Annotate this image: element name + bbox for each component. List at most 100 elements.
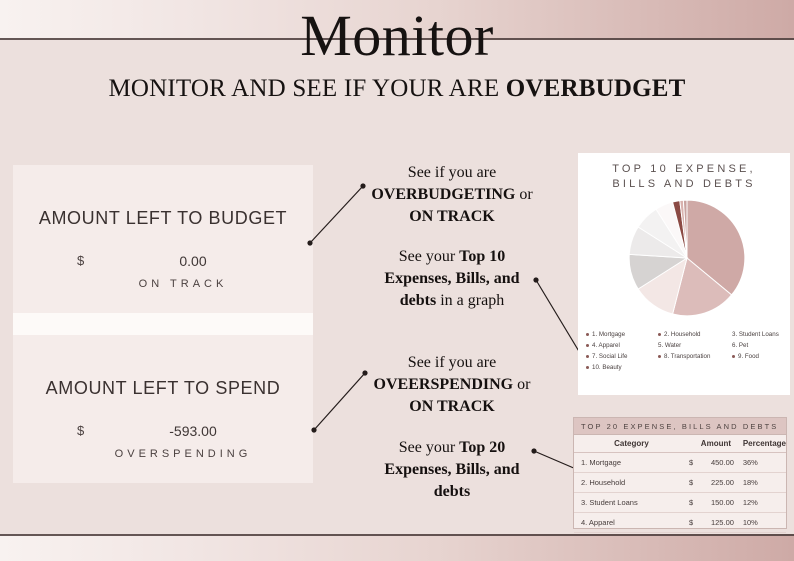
cell-category: 4. Apparel (574, 512, 689, 533)
legend-label-4: 4. Apparel (592, 342, 620, 349)
legend-label-5: 5. Water (658, 342, 682, 349)
note-4-line2-bold: Expenses, Bills, and (384, 461, 520, 478)
card-separator (13, 313, 313, 335)
pie-slice-2 (672, 257, 733, 317)
expense-table: Category Amount Percentage 1. Mortgage $4… (574, 435, 786, 533)
cell-amount: $450.00 (688, 452, 743, 473)
note-2-line3-bold: debts (399, 292, 437, 309)
page-title: Monitor (300, 3, 494, 68)
note-1-line2-bold: OVERBUDGETING (371, 186, 516, 203)
note-2-line3-plain: in a graph (436, 292, 505, 309)
legend-item-7: 7. Social Life (586, 351, 658, 362)
status-badge-spend: OVERSPENDING (114, 448, 252, 460)
pie-svg (628, 199, 746, 317)
note-1-line2-plain: or (515, 186, 533, 203)
cell-amount: $125.00 (688, 512, 743, 533)
card-title-spend: AMOUNT LEFT TO SPEND (45, 378, 281, 398)
legend-item-8: 8. Transportation (658, 351, 732, 362)
pie-chart-title: TOP 10 EXPENSE, BILLS AND DEBTS (578, 162, 790, 192)
legend-item-10: 10. Beauty (586, 362, 658, 373)
cell-percentage: 12% (742, 492, 786, 513)
legend-item-1: 1. Mortgage (586, 329, 658, 340)
pie-slice-10 (682, 199, 688, 259)
legend-label-1: 1. Mortgage (592, 331, 626, 338)
legend-bullet-icon (586, 344, 589, 347)
legend-item-3: 3. Student Loans (732, 329, 786, 340)
legend-item-9: 9. Food (732, 351, 786, 362)
cell-category: 3. Student Loans (574, 492, 689, 513)
note-3-line1: See if you are (407, 354, 497, 371)
legend-bullet-icon (658, 333, 661, 336)
note-1-line1: See if you are (407, 164, 497, 181)
cell-category: 1. Mortgage (574, 452, 689, 473)
pie-slice-1 (686, 199, 746, 296)
note-4-line3-bold: debts (433, 483, 471, 500)
table-row: 3. Student Loans $150.00 12% (574, 492, 786, 513)
pie-title-line2: BILLS AND DEBTS (612, 178, 756, 190)
legend-bullet-icon (586, 366, 589, 369)
cell-percentage: 10% (742, 512, 786, 533)
pie-chart-legend: 1. Mortgage 2. Household 3. Student Loan… (586, 329, 786, 373)
subtitle-plain: MONITOR AND SEE IF YOUR ARE (108, 75, 506, 102)
legend-label-3: 3. Student Loans (732, 331, 779, 338)
legend-bullet-icon (658, 355, 661, 358)
note-4-line1-bold: Top 20 (459, 439, 506, 456)
cell-percentage: 36% (742, 452, 786, 473)
legend-row: 7. Social Life 8. Transportation 9. Food (586, 351, 786, 362)
legend-item-4: 4. Apparel (586, 340, 658, 351)
page-subtitle: MONITOR AND SEE IF YOUR ARE OVERBUDGET (0, 75, 794, 103)
cell-percentage: 18% (742, 472, 786, 493)
amount-value-spend: -593.00 (169, 423, 217, 439)
cell-category: 2. Household (574, 472, 689, 493)
amount-left-to-spend-card: AMOUNT LEFT TO SPEND $ -593.00 OVERSPEND… (13, 335, 313, 483)
annotation-top-20-table: See your Top 20 Expenses, Bills, and deb… (352, 437, 552, 503)
legend-label-2: 2. Household (664, 331, 701, 338)
status-badge-budget: ON TRACK (138, 278, 228, 290)
table-title: TOP 20 EXPENSE, BILLS AND DEBTS (574, 418, 786, 435)
card-title-budget: AMOUNT LEFT TO BUDGET (38, 208, 288, 228)
annotation-top-10-graph: See your Top 10 Expenses, Bills, and deb… (352, 246, 552, 312)
amount-left-to-budget-card: AMOUNT LEFT TO BUDGET $ 0.00 ON TRACK (13, 165, 313, 313)
top-decorative-band (0, 0, 794, 38)
note-3-line2-plain: or (513, 376, 531, 393)
legend-row: 1. Mortgage 2. Household 3. Student Loan… (586, 329, 786, 340)
note-3-line3-bold: ON TRACK (409, 398, 495, 415)
annotation-overspending: See if you are OVEERSPENDING or ON TRACK (352, 352, 552, 418)
legend-bullet-icon (732, 355, 735, 358)
legend-bullet-icon (586, 333, 589, 336)
table-header-row: Category Amount Percentage (574, 435, 786, 453)
legend-item-2: 2. Household (658, 329, 732, 340)
table-body: 1. Mortgage $450.00 36% 2. Household $225.00… (574, 452, 786, 533)
column-header-percentage: Percentage (742, 435, 786, 453)
legend-row: 10. Beauty (586, 362, 786, 373)
amount-value-budget: 0.00 (179, 253, 207, 269)
column-header-amount: Amount (688, 435, 743, 453)
legend-label-9: 9. Food (738, 353, 759, 360)
column-header-category: Category (574, 435, 689, 453)
legend-label-6: 6. Pet (732, 342, 749, 349)
note-3-line2-bold: OVEERSPENDING (373, 376, 514, 393)
currency-symbol-budget: $ (77, 253, 85, 268)
legend-item-5: 5. Water (658, 340, 732, 351)
table-head: Category Amount Percentage (574, 435, 786, 453)
legend-row: 4. Apparel 5. Water 6. Pet (586, 340, 786, 351)
pie-title-line1: TOP 10 EXPENSE, (612, 163, 756, 175)
legend-label-8: 8. Transportation (664, 353, 711, 360)
legend-label-7: 7. Social Life (592, 353, 628, 360)
pie-chart-graphic (628, 199, 746, 317)
annotation-overbudgeting: See if you are OVERBUDGETING or ON TRACK (352, 162, 552, 228)
table-row: 1. Mortgage $450.00 36% (574, 452, 786, 473)
bottom-divider-rule (0, 534, 794, 536)
top-20-expense-table-card: TOP 20 EXPENSE, BILLS AND DEBTS Category… (573, 417, 787, 533)
legend-label-10: 10. Beauty (592, 364, 622, 371)
note-2-line1-plain: See your (398, 248, 460, 265)
note-2-line1-bold: Top 10 (459, 248, 506, 265)
top-divider-rule (0, 38, 794, 40)
bottom-decorative-band (0, 536, 794, 561)
note-4-line1-plain: See your (398, 439, 460, 456)
table-row: 4. Apparel $125.00 10% (574, 512, 786, 533)
currency-symbol-spend: $ (77, 423, 85, 438)
legend-bullet-icon (586, 355, 589, 358)
top-10-pie-chart-card: TOP 10 EXPENSE, BILLS AND DEBTS 1. Mortg… (578, 153, 790, 395)
note-2-line2-bold: Expenses, Bills, and (384, 270, 520, 287)
